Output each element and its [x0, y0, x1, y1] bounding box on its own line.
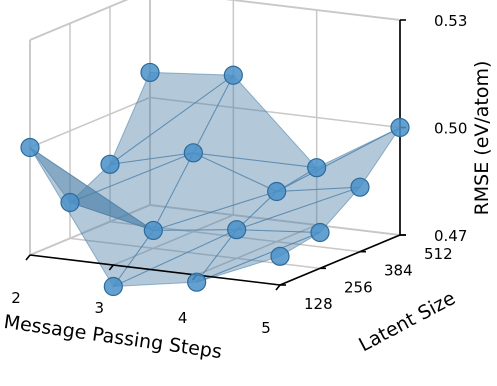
data-point — [20, 137, 40, 158]
x-tick-label: 3 — [95, 299, 105, 317]
grid-line-z-back — [149, 96, 401, 129]
surface-facet — [108, 71, 235, 166]
y-tick-label: 128 — [304, 295, 333, 313]
surface-facet — [195, 229, 321, 284]
grid-line-z-left — [29, 96, 151, 149]
surface-facet — [29, 147, 154, 231]
surface-facet — [111, 229, 237, 288]
x-tick-label: 2 — [11, 289, 21, 307]
data-point — [140, 62, 160, 83]
data-point — [227, 220, 247, 240]
data-point — [187, 272, 207, 292]
data-point — [270, 246, 290, 266]
data-point — [307, 158, 327, 178]
x-tick-mark — [108, 264, 114, 271]
surface-facet — [236, 186, 361, 231]
x-tick-label: 4 — [178, 309, 188, 327]
data-point — [267, 181, 287, 202]
x-axis-line — [29, 254, 281, 286]
surface-facet — [69, 152, 194, 203]
y-tick-label: 512 — [424, 245, 453, 263]
data-point — [310, 222, 330, 243]
pane-edge — [29, 0, 129, 41]
data-point — [143, 220, 163, 241]
z-tick-label: 0.53 — [434, 12, 467, 30]
data-point — [60, 192, 80, 213]
z-axis-label: RMSE (eV/atom) — [471, 61, 493, 216]
y-tick-label: 384 — [384, 262, 413, 280]
y-axis-label: Latent Size — [355, 287, 459, 356]
x-axis-label-line1: Message Passing Steps — [2, 311, 223, 363]
data-point — [100, 154, 120, 174]
data-point — [183, 143, 203, 163]
data-points — [20, 62, 410, 297]
x-tick-mark — [275, 284, 281, 291]
grid-line-z-left — [29, 204, 151, 256]
grid-line-x-floor — [196, 224, 317, 276]
z-tick-label: 0.50 — [434, 120, 467, 138]
data-point — [350, 177, 370, 197]
x-tick-mark — [25, 254, 31, 261]
surface-facet — [276, 127, 401, 192]
data-point — [390, 117, 410, 138]
x-tick-label: 5 — [261, 319, 271, 337]
grid-line-z-left — [29, 0, 128, 41]
surface-facet — [152, 152, 279, 232]
pane-edge — [224, 0, 401, 21]
grid-line-z-back — [227, 0, 401, 21]
grid-line-z-back — [149, 204, 401, 236]
y-tick-label: 256 — [344, 278, 373, 296]
surface — [29, 71, 401, 288]
data-point — [103, 276, 123, 297]
grid-line-x-floor — [113, 214, 234, 266]
surface-facet — [192, 74, 318, 169]
z-tick-label: 0.47 — [434, 227, 467, 245]
data-point — [223, 65, 243, 85]
y-axis-line — [279, 234, 401, 286]
